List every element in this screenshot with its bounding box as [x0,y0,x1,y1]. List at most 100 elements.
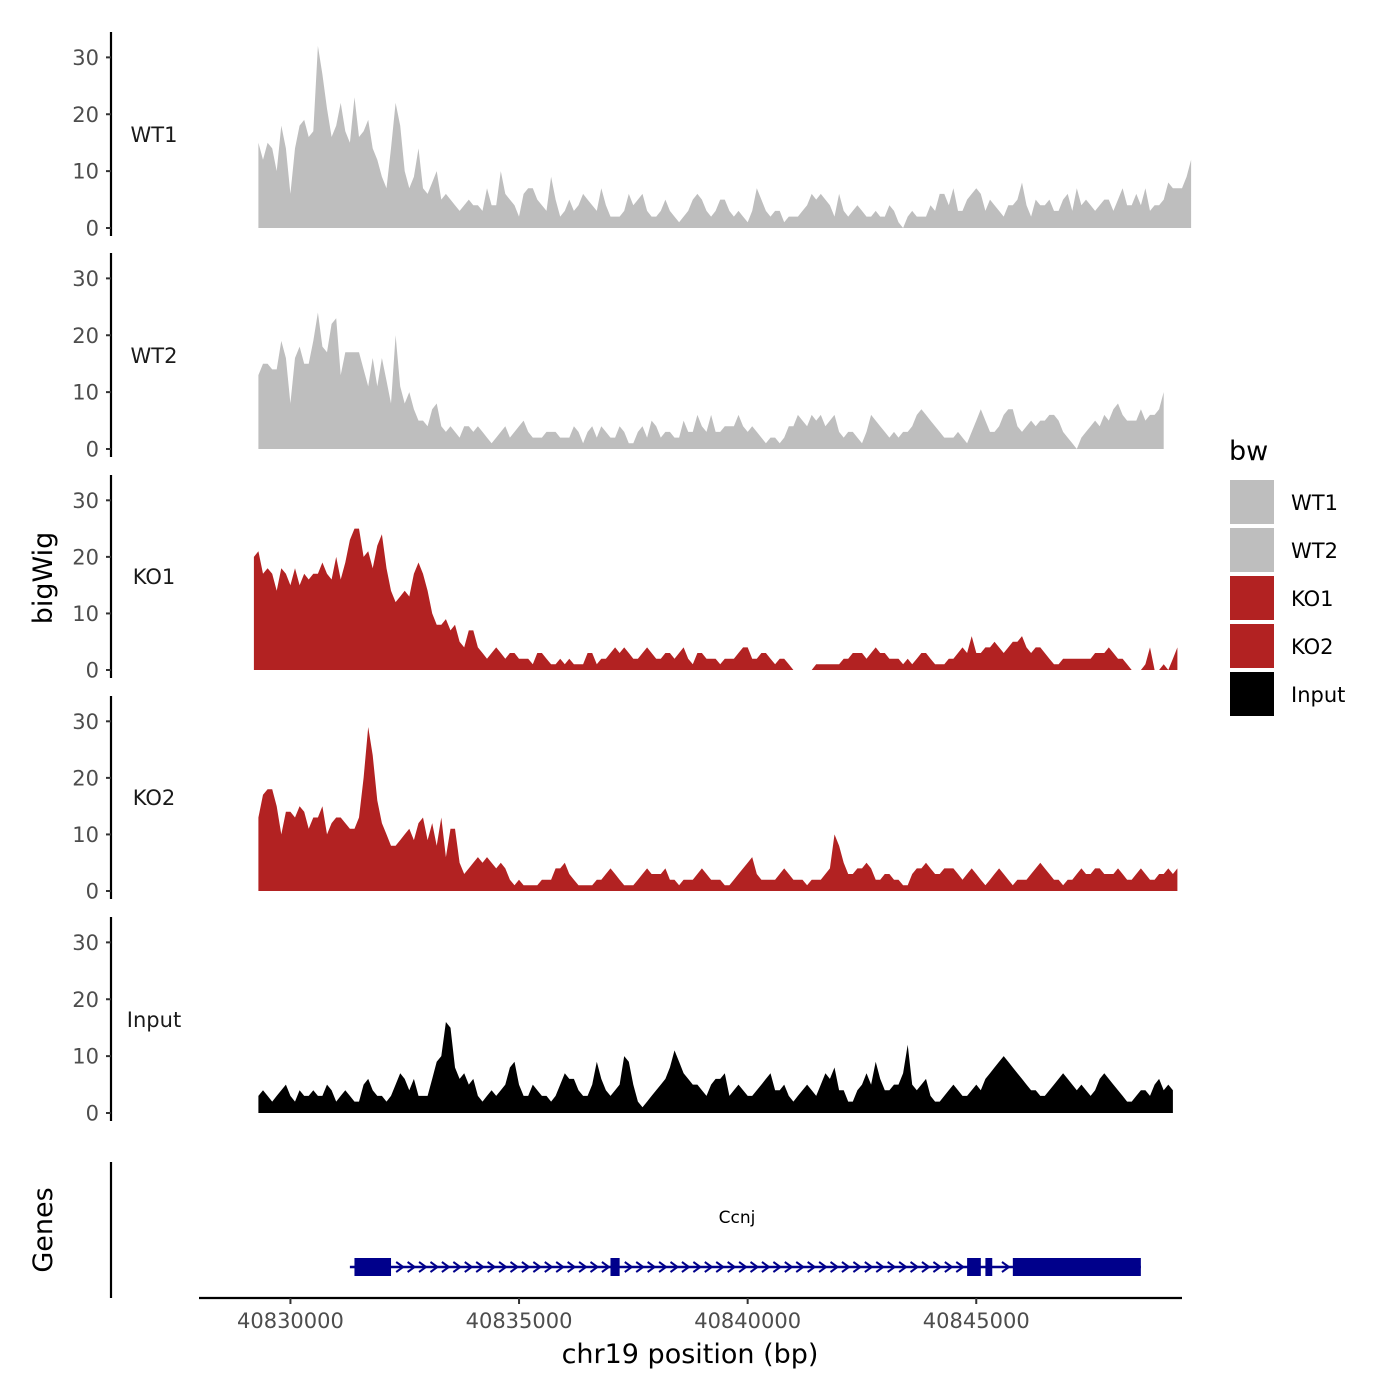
track-ko1: 0 10 20 30 KO1 [72,475,1178,683]
strand-chevron [898,1261,908,1273]
strand-chevron [429,1261,440,1273]
strand-chevron [567,1261,577,1273]
strand-chevron [418,1261,428,1273]
gene-exon [985,1258,993,1276]
y-tick-label: 30 [72,267,99,291]
track-label-ko2: KO2 [133,786,176,810]
legend-label-wt1: WT1 [1291,491,1338,515]
strand-chevron [749,1261,760,1273]
area-input [258,1022,1173,1113]
strand-chevron [738,1261,748,1273]
y-tick-label: 20 [72,324,99,348]
strand-chevron [635,1261,645,1273]
strand-chevron [407,1261,417,1273]
gene-exon [1012,1258,1141,1276]
track-label-ko1: KO1 [133,565,176,589]
y-tick-label: 0 [86,217,99,241]
y-tick-label: 30 [72,489,99,513]
strand-chevron [807,1261,817,1273]
genes-axis-title: Genes [28,1187,59,1272]
strand-chevron [452,1261,463,1273]
track-wt2: 0 10 20 30 WT2 [72,253,1164,462]
tracks-layer: 0 10 20 30 WT1 0 10 20 30 WT2 0 10 20 30 KO1 0 10 20 30 KO2… [72,32,1192,1126]
legend-label-wt2: WT2 [1291,539,1338,563]
gene-track: Genes Ccnj [28,1162,1141,1298]
strand-chevron [578,1261,588,1273]
strand-chevron [772,1261,783,1273]
strand-chevron [647,1261,657,1273]
y-tick-label: 20 [72,545,99,569]
strand-chevron [852,1261,863,1273]
strand-chevron [955,1261,965,1273]
track-label-input: Input [127,1008,181,1032]
y-axis-title: bigWig [28,532,59,625]
area-ko2 [258,727,1178,891]
legend-swatch-wt2 [1230,528,1274,572]
strand-chevron [818,1261,828,1273]
legend: bw WT1 WT2 KO1 KO2 Input [1229,436,1345,716]
strand-chevron [395,1261,405,1273]
y-tick-label: 0 [86,659,99,683]
strand-chevron [509,1261,520,1273]
y-tick-label: 20 [72,766,99,790]
y-tick-label: 10 [72,823,99,847]
legend-swatch-ko1 [1230,576,1274,620]
track-ko2: 0 10 20 30 KO2 [72,696,1178,904]
y-tick-label: 20 [72,988,99,1012]
x-axis-title: chr19 position (bp) [562,1339,819,1370]
strand-chevron [589,1261,600,1273]
y-tick-label: 30 [72,46,99,70]
y-tick-label: 0 [86,438,99,462]
track-label-wt1: WT1 [131,123,178,147]
x-tick-label: 40840000 [694,1309,801,1333]
gene-exon [967,1258,981,1276]
y-tick-label: 10 [72,602,99,626]
strand-chevron [669,1261,680,1273]
area-ko1 [253,528,1178,670]
x-tick-label: 40835000 [466,1309,573,1333]
gene-name-label: Ccnj [719,1208,756,1228]
track-input: 0 10 20 30 Input [72,917,1173,1126]
y-tick-label: 0 [86,1102,99,1126]
strand-chevron [841,1261,851,1273]
strand-chevron [498,1261,508,1273]
strand-chevron [784,1261,794,1273]
strand-chevron [555,1261,565,1273]
legend-label-ko2: KO2 [1291,635,1334,659]
strand-chevron [681,1261,691,1273]
x-tick-label: 40830000 [237,1309,344,1333]
x-axis: 40830000 40835000 40840000 40845000 [199,1296,1182,1333]
strand-chevron [521,1261,531,1273]
strand-chevron [715,1261,725,1273]
strand-chevron [727,1261,737,1273]
strand-chevron [441,1261,451,1273]
legend-label-input: Input [1291,683,1345,707]
strand-chevron [944,1261,954,1273]
strand-chevron [658,1261,668,1273]
x-tick-label: 40845000 [923,1309,1030,1333]
track-label-wt2: WT2 [131,344,178,368]
strand-chevron [601,1261,611,1273]
y-tick-label: 10 [72,160,99,184]
strand-chevron [544,1261,554,1273]
y-tick-label: 10 [72,1045,99,1069]
strand-chevron [932,1261,943,1273]
strand-chevron [475,1261,485,1273]
strand-chevron [704,1261,714,1273]
strand-chevron [464,1261,474,1273]
legend-swatch-input [1230,672,1274,716]
y-tick-label: 0 [86,880,99,904]
strand-chevron [909,1261,920,1273]
legend-title: bw [1229,436,1268,467]
strand-chevron [1001,1261,1011,1273]
strand-chevron [887,1261,897,1273]
legend-swatch-ko2 [1230,624,1274,668]
legend-label-ko1: KO1 [1291,587,1334,611]
strand-chevron [875,1261,885,1273]
strand-chevron [692,1261,703,1273]
y-tick-label: 20 [72,103,99,127]
y-tick-label: 30 [72,710,99,734]
gene-exon [354,1258,392,1276]
area-wt2 [258,312,1164,449]
strand-chevron [624,1261,634,1273]
